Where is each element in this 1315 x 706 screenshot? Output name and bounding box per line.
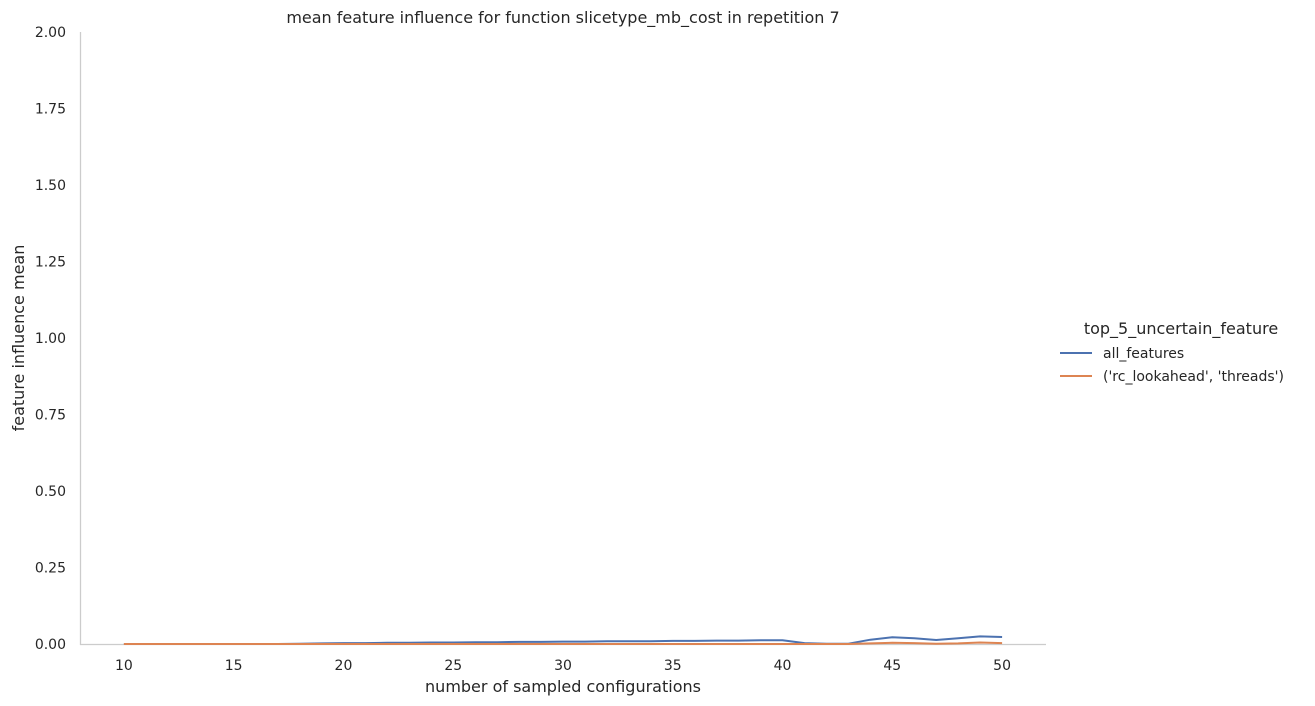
x-axis-label: number of sampled configurations: [425, 677, 701, 696]
x-tick-label: 25: [444, 658, 462, 674]
legend-title: top_5_uncertain_feature: [1084, 319, 1278, 339]
legend-label-1: ('rc_lookahead', 'threads'): [1103, 369, 1284, 385]
y-tick-label: 0.25: [35, 561, 66, 577]
y-tick-label: 1.50: [35, 178, 66, 194]
x-tick-label: 15: [225, 658, 243, 674]
x-tick-labels: 10 15 20 25 30 35 40 45 50: [115, 658, 1011, 674]
y-tick-label: 2.00: [35, 25, 66, 41]
x-tick-label: 10: [115, 658, 133, 674]
series-lines: [123, 635, 1003, 645]
y-tick-label: 1.00: [35, 331, 66, 347]
series-line-1: [123, 641, 1003, 645]
y-tick-label: 0.75: [35, 408, 66, 424]
x-tick-label: 45: [883, 658, 901, 674]
y-tick-label: 1.25: [35, 255, 66, 271]
y-axis-label: feature influence mean: [9, 245, 28, 432]
x-tick-label: 50: [993, 658, 1011, 674]
y-tick-label: 0.00: [35, 637, 66, 653]
x-tick-label: 35: [664, 658, 682, 674]
y-tick-label: 0.50: [35, 484, 66, 500]
y-tick-labels: 0.00 0.25 0.50 0.75 1.00 1.25 1.50 1.75 2.00: [35, 25, 66, 653]
x-tick-label: 20: [335, 658, 353, 674]
chart-title: mean feature influence for function slic…: [286, 8, 839, 28]
legend-label-0: all_features: [1103, 346, 1184, 362]
x-tick-label: 40: [774, 658, 792, 674]
legend: top_5_uncertain_feature all_features ('rc…: [1060, 319, 1284, 385]
plot-area: 0.000.250.500.751.001.251.501.752.00 10 1…: [35, 25, 1046, 674]
x-tick-label: 30: [554, 658, 572, 674]
y-tick-label: 1.75: [35, 102, 66, 118]
